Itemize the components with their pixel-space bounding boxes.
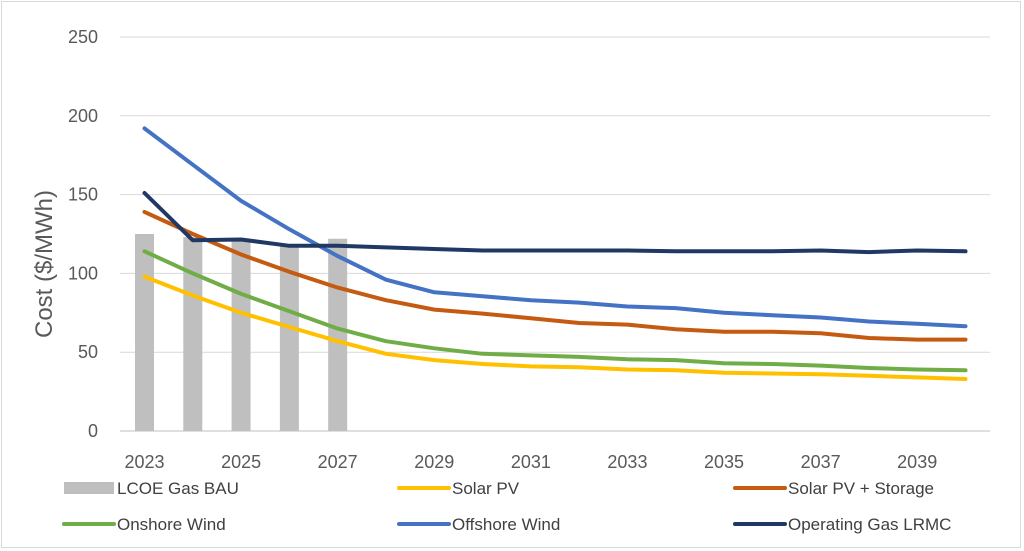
y-axis-ticks: 0 50 100 150 200 250	[68, 27, 98, 441]
legend-item: Operating Gas LRMC	[733, 515, 951, 534]
line-series	[142, 126, 968, 381]
y-tick-label: 150	[68, 185, 98, 205]
line-solar-pv	[142, 274, 968, 381]
legend-swatch	[64, 482, 114, 494]
x-tick-label: 2035	[704, 452, 744, 472]
y-tick-label: 100	[68, 263, 98, 283]
legend-label: Offshore Wind	[452, 515, 560, 534]
y-tick-label: 250	[68, 27, 98, 47]
bar-lcoe-gas-bau	[231, 240, 251, 431]
x-tick-label: 2039	[897, 452, 937, 472]
x-tick-label: 2037	[801, 452, 841, 472]
bar-series	[135, 234, 348, 431]
bar-lcoe-gas-bau	[183, 237, 203, 431]
legend-item: Offshore Wind	[397, 515, 560, 534]
x-tick-label: 2031	[511, 452, 551, 472]
legend-item: Solar PV + Storage	[733, 479, 934, 498]
y-axis-label: Cost ($/MWh)	[31, 190, 58, 338]
x-tick-label: 2029	[414, 452, 454, 472]
y-tick-label: 200	[68, 106, 98, 126]
y-tick-label: 0	[88, 421, 98, 441]
legend-item: Solar PV	[397, 479, 520, 498]
bar-lcoe-gas-bau	[328, 238, 348, 431]
legend-label: LCOE Gas BAU	[117, 479, 239, 498]
x-tick-label: 2023	[124, 452, 164, 472]
legend-label: Solar PV	[452, 479, 520, 498]
legend: LCOE Gas BAU Solar PV Solar PV + Storage On…	[62, 479, 951, 534]
line-offshore-wind	[142, 126, 968, 329]
legend-label: Onshore Wind	[117, 515, 226, 534]
legend-item: Onshore Wind	[62, 515, 226, 534]
y-tick-label: 50	[78, 342, 98, 362]
x-tick-label: 2025	[221, 452, 261, 472]
legend-label: Operating Gas LRMC	[788, 515, 951, 534]
x-axis-ticks: 2023 2025 2027 2029 2031 2033 2035 2037 2039	[124, 452, 937, 472]
gridlines	[120, 36, 990, 432]
line-solar-pv-storage	[142, 209, 968, 342]
x-tick-label: 2027	[318, 452, 358, 472]
legend-item: LCOE Gas BAU	[64, 479, 239, 498]
legend-label: Solar PV + Storage	[788, 479, 934, 498]
bar-lcoe-gas-bau	[135, 234, 154, 431]
bar-lcoe-gas-bau	[279, 245, 299, 431]
x-tick-label: 2033	[607, 452, 647, 472]
line-operating-gas-lrmc	[142, 191, 968, 255]
line-onshore-wind	[142, 249, 968, 373]
